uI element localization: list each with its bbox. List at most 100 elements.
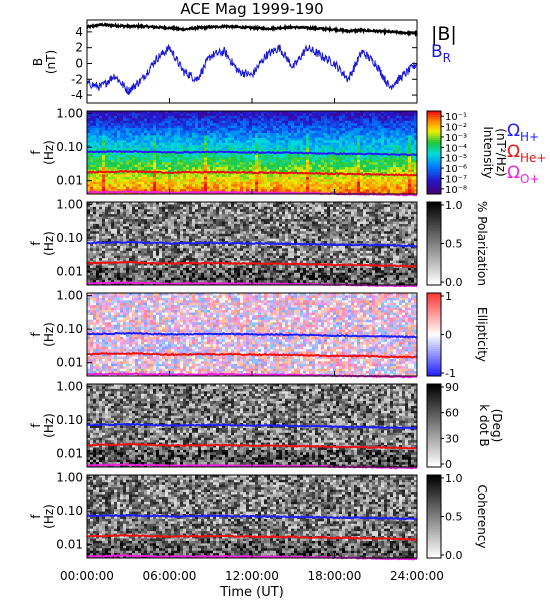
heatmap-cell xyxy=(183,152,187,156)
heatmap-cell xyxy=(318,221,322,225)
heatmap-cell xyxy=(93,189,97,192)
heatmap-cell xyxy=(390,113,394,117)
heatmap-cell xyxy=(132,113,136,117)
heatmap-cell xyxy=(225,137,229,141)
heatmap-cell xyxy=(321,123,325,127)
heatmap-cell xyxy=(264,130,268,134)
heatmap-cell xyxy=(303,221,307,225)
heatmap-cell xyxy=(237,186,241,190)
heatmap-cell xyxy=(384,115,388,119)
heatmap-cell xyxy=(405,140,409,144)
heatmap-cell xyxy=(129,167,133,170)
heatmap-cell xyxy=(177,123,181,127)
heatmap-cell xyxy=(165,113,169,117)
heatmap-cell xyxy=(216,115,220,119)
heatmap-cell xyxy=(171,167,175,170)
heatmap-cell xyxy=(216,111,220,114)
heatmap-cell xyxy=(384,132,388,136)
heatmap-cell xyxy=(300,120,304,124)
heatmap-cell xyxy=(333,176,337,180)
heatmap-cell xyxy=(222,209,226,213)
heatmap-cell xyxy=(276,137,280,141)
heatmap-cell xyxy=(228,226,232,230)
heatmap-cell xyxy=(219,113,223,117)
heatmap-cell xyxy=(282,137,286,141)
heatmap-cell xyxy=(108,202,112,205)
heatmap-cell xyxy=(192,179,196,183)
heatmap-cell xyxy=(147,130,151,134)
heatmap-cell xyxy=(201,221,205,225)
heatmap-cell xyxy=(321,204,325,208)
heatmap-cell xyxy=(204,145,208,149)
heatmap-cell xyxy=(402,137,406,141)
heatmap-cell xyxy=(159,226,163,230)
heatmap-cell xyxy=(372,111,376,114)
heatmap-cell xyxy=(120,202,124,205)
heatmap-cell xyxy=(354,184,358,188)
heatmap-cell xyxy=(204,142,208,146)
heatmap-cell xyxy=(342,147,346,151)
heatmap-cell xyxy=(384,216,388,220)
heatmap-cell xyxy=(114,164,118,168)
heatmap-cell xyxy=(258,202,262,205)
heatmap-cell xyxy=(315,211,319,215)
heatmap-cell xyxy=(228,219,232,222)
heatmap-cell xyxy=(399,130,403,134)
heatmap-cell xyxy=(249,118,253,122)
heatmap-cell xyxy=(363,123,367,127)
heatmap-cell xyxy=(219,159,223,163)
heatmap-cell xyxy=(402,135,406,139)
heatmap-cell xyxy=(345,202,349,205)
heatmap-cell xyxy=(144,120,148,124)
heatmap-cell xyxy=(279,142,283,146)
heatmap-cell xyxy=(93,113,97,117)
heatmap-cell xyxy=(117,223,121,227)
heatmap-cell xyxy=(390,150,394,153)
heatmap-cell xyxy=(342,202,346,205)
heatmap-cell xyxy=(267,179,271,183)
heatmap-cell xyxy=(405,142,409,146)
heatmap-cell xyxy=(408,184,412,188)
heatmap-cell xyxy=(372,113,376,117)
heatmap-cell xyxy=(282,209,286,213)
heatmap-cell xyxy=(108,154,112,158)
heatmap-cell xyxy=(363,140,367,144)
heatmap-cell xyxy=(342,115,346,119)
heatmap-cell xyxy=(234,162,238,166)
heatmap-cell xyxy=(141,204,145,208)
heatmap-cell xyxy=(117,145,121,149)
heatmap-cell xyxy=(261,167,265,170)
heatmap-cell xyxy=(198,111,202,114)
heatmap-cell xyxy=(261,186,265,190)
heatmap-cell xyxy=(198,181,202,185)
heatmap-cell xyxy=(411,209,415,213)
heatmap-cell xyxy=(324,159,328,163)
heatmap-cell xyxy=(132,135,136,139)
heatmap-cell xyxy=(396,206,400,210)
heatmap-cell xyxy=(192,137,196,141)
heatmap-cell xyxy=(330,125,334,129)
heatmap-cell xyxy=(183,128,187,131)
heatmap-cell xyxy=(303,113,307,117)
heatmap-cell xyxy=(249,125,253,129)
heatmap-cell xyxy=(405,179,409,183)
heatmap-cell xyxy=(405,181,409,185)
heatmap-cell xyxy=(207,142,211,146)
heatmap-cell xyxy=(279,209,283,213)
heatmap-cell xyxy=(261,202,265,205)
heatmap-cell xyxy=(189,113,193,117)
heatmap-cell xyxy=(261,111,265,114)
heatmap-cell xyxy=(231,179,235,183)
heatmap-cell xyxy=(318,137,322,141)
heatmap-cell xyxy=(168,130,172,134)
heatmap-cell xyxy=(156,184,160,188)
heatmap-cell xyxy=(369,154,373,158)
heatmap-cell xyxy=(276,202,280,205)
heatmap-cell xyxy=(264,142,268,146)
heatmap-cell xyxy=(336,191,340,195)
heatmap-cell xyxy=(189,209,193,213)
heatmap-cell xyxy=(210,132,214,136)
heatmap-cell xyxy=(162,140,166,144)
heatmap-cell xyxy=(105,179,109,183)
heatmap-cell xyxy=(192,219,196,222)
